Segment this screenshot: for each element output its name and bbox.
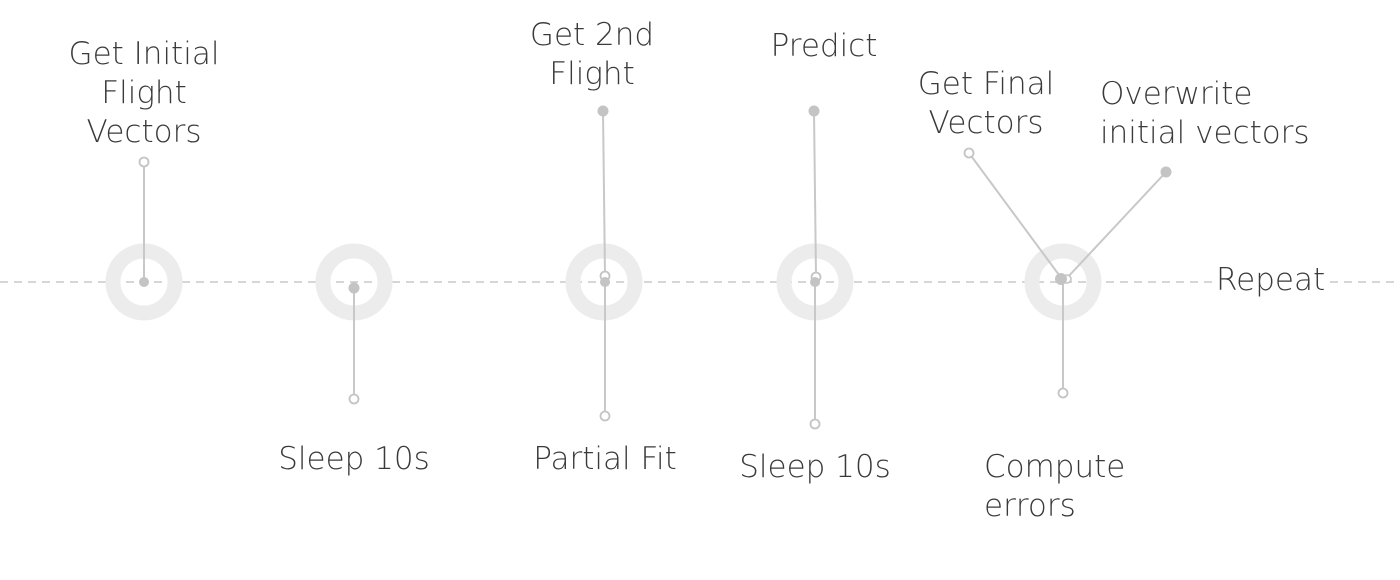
step-5-label: Get Final Vectors [917,66,1055,141]
step-4-label: Predict [770,28,878,64]
step-5-right-connector [1065,171,1167,280]
step-4-up-connector [813,110,817,278]
step-5-left-end-dot [963,147,975,159]
step-3-center-dot [600,277,610,287]
step-5-right-end-dot [1160,166,1172,178]
step-4-up-end-dot [808,105,820,117]
step-4-below-label: Sleep 10s [739,449,891,485]
step-5-down-end-dot [1057,387,1069,399]
step-5-left-connector [968,152,1063,280]
step-5-second-label: Overwrite initial vectors [1100,76,1310,151]
step-5-below-label: Compute errors [984,449,1126,524]
step-2-center-dot [348,282,360,294]
step-5-center-dot [1055,273,1067,285]
step-3-below-label: Partial Fit [533,441,677,477]
step-3-down-end-dot [599,410,611,422]
step-3-label: Get 2nd Flight [529,17,655,92]
step-4-center-dot [810,277,820,287]
step-3-up-end-dot [597,105,609,117]
step-2-label: Sleep 10s [278,441,430,477]
step-2-end-dot [348,393,360,405]
step-1-label: Get Initial Flight Vectors [68,36,220,150]
step-3-up-connector [602,110,606,277]
step-1-center-dot [139,277,149,287]
step-1-end-dot [138,156,150,168]
repeat-label: Repeat [1214,261,1330,300]
step-4-down-end-dot [809,418,821,430]
